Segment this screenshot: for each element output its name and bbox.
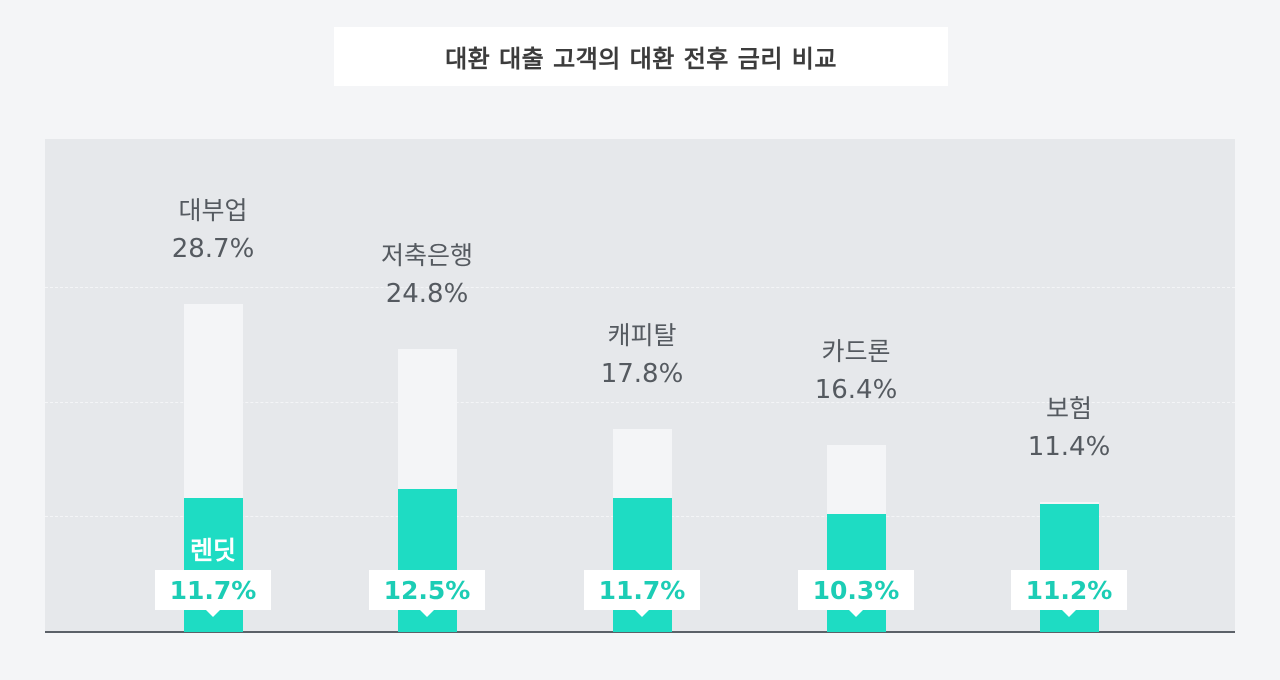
after-value-text: 11.2% bbox=[1025, 575, 1113, 605]
after-value-label: 11.7% bbox=[155, 570, 271, 617]
after-value-label: 11.7% bbox=[584, 570, 700, 617]
before-value-label: 16.4% bbox=[814, 374, 898, 405]
label-pointer bbox=[1062, 610, 1076, 617]
before-value-label: 24.8% bbox=[385, 278, 469, 309]
before-value-label: 11.4% bbox=[1027, 431, 1111, 462]
after-value-text: 12.5% bbox=[383, 575, 471, 605]
series-label-lendit: 렌딧 bbox=[189, 536, 236, 565]
after-value-label: 12.5% bbox=[369, 570, 485, 617]
category-label: 저축은행 bbox=[380, 240, 473, 270]
gridline bbox=[45, 287, 1235, 289]
after-value-text: 11.7% bbox=[598, 575, 686, 605]
after-value-label: 11.2% bbox=[1011, 570, 1127, 617]
after-value-text: 11.7% bbox=[169, 575, 257, 605]
category-label: 카드론 bbox=[821, 336, 891, 366]
chart-title-box: 대환 대출 고객의 대환 전후 금리 비교 bbox=[334, 27, 948, 86]
x-axis-line bbox=[45, 631, 1235, 633]
label-pointer bbox=[206, 610, 220, 617]
label-pointer bbox=[635, 610, 649, 617]
after-value-text: 10.3% bbox=[812, 575, 900, 605]
label-pointer bbox=[420, 610, 434, 617]
category-label: 보험 bbox=[1045, 393, 1092, 423]
category-label: 캐피탈 bbox=[607, 320, 677, 350]
after-value-label: 10.3% bbox=[798, 570, 914, 617]
before-value-label: 28.7% bbox=[171, 234, 255, 265]
chart-title: 대환 대출 고객의 대환 전후 금리 비교 bbox=[445, 45, 837, 73]
chart-plot-area: 대부업 28.7% 11.7% 렌딧 저축은행 24.8% 12.5% 캐피탈 17.8% 11.… bbox=[45, 139, 1235, 633]
label-pointer bbox=[849, 610, 863, 617]
category-label: 대부업 bbox=[178, 196, 248, 226]
gridline bbox=[45, 401, 1235, 403]
before-value-label: 17.8% bbox=[600, 358, 684, 389]
